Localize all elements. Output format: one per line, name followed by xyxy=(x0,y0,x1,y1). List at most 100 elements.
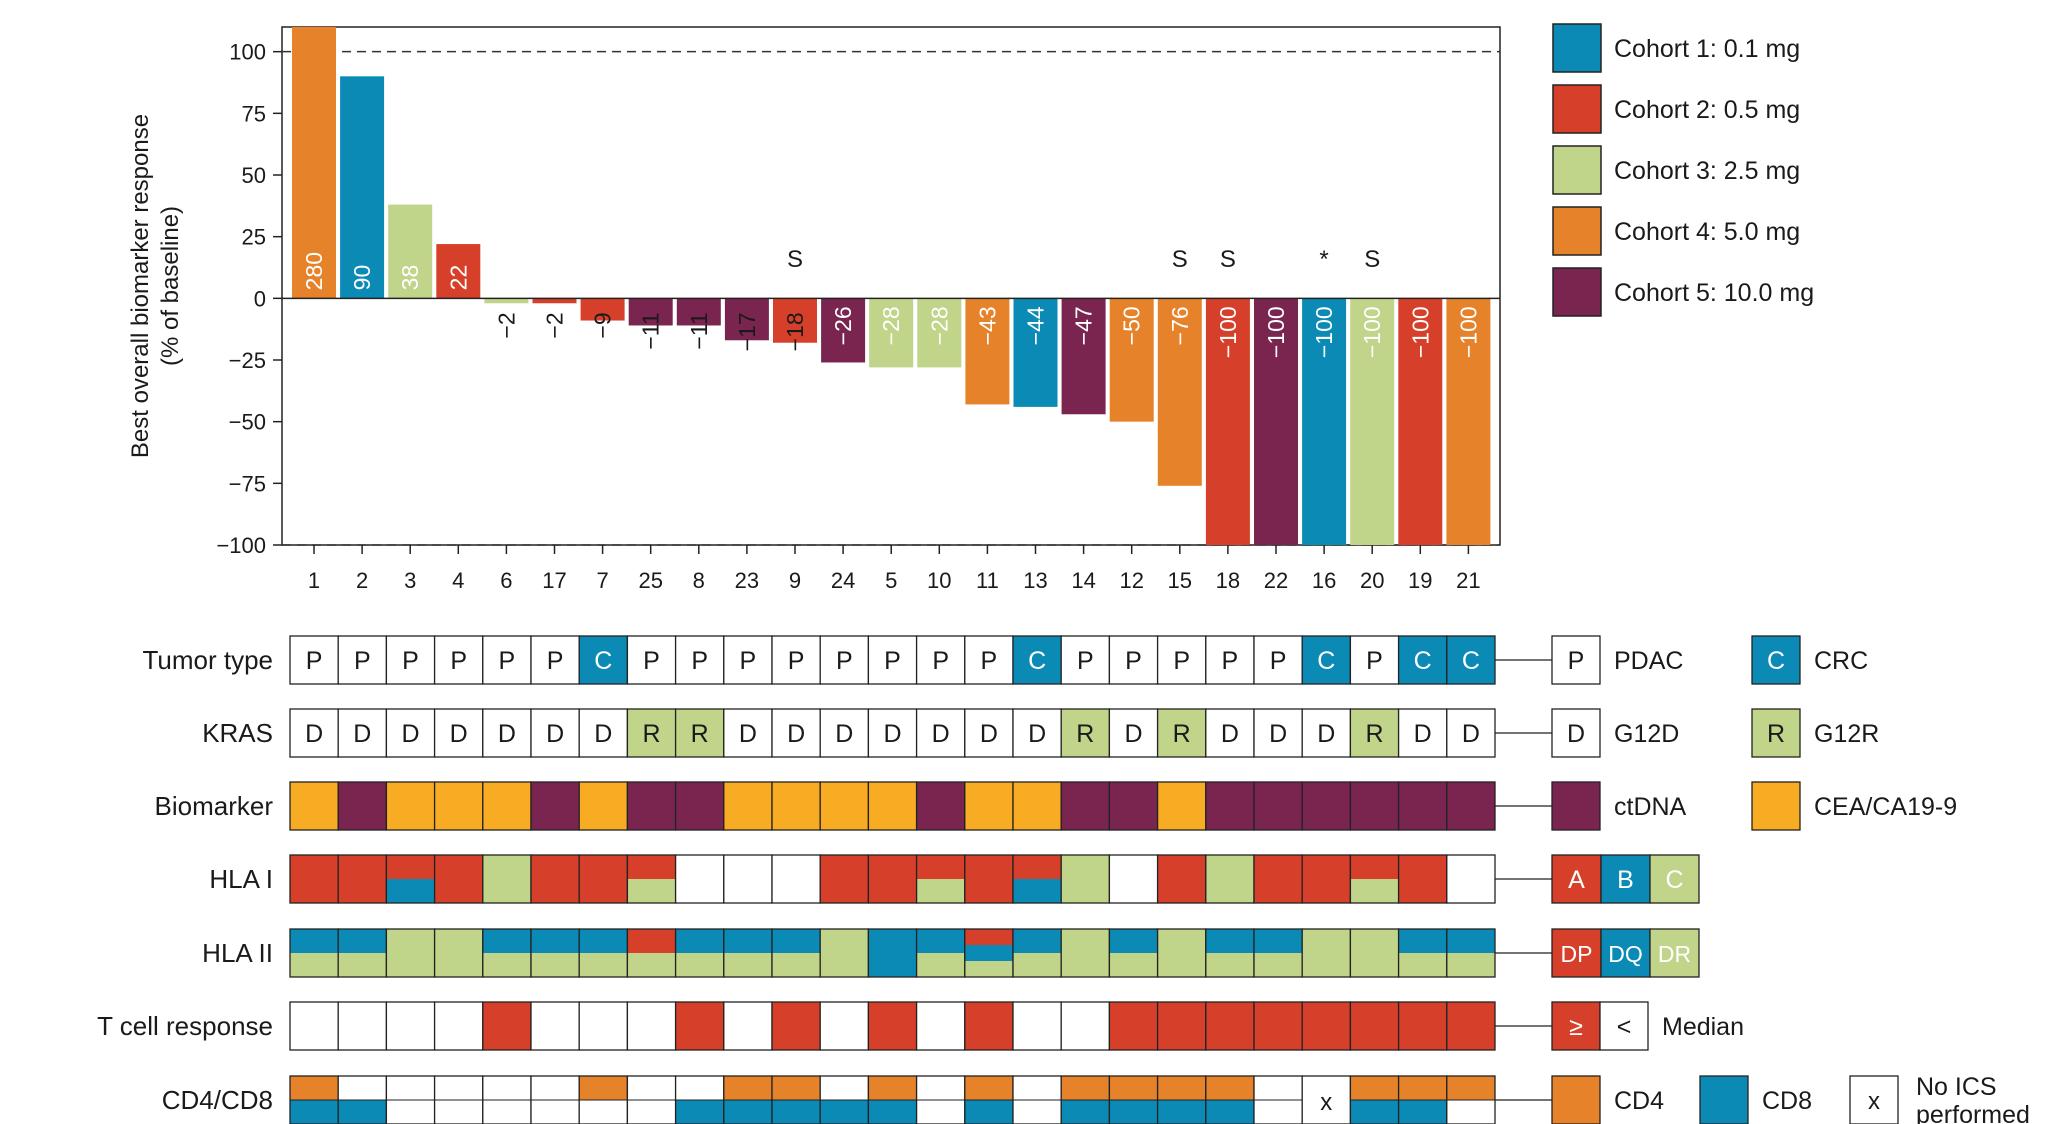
track-cell: P xyxy=(289,635,339,685)
track-cell: R xyxy=(1349,708,1400,758)
track-cell xyxy=(964,928,1014,978)
x-tick-label: 21 xyxy=(1456,568,1480,593)
track-cell xyxy=(964,781,1014,831)
cell-cd4 xyxy=(1109,1076,1158,1100)
legend-key: DP xyxy=(1561,941,1593,967)
cell-segment xyxy=(531,929,580,953)
x-tick-label: 12 xyxy=(1119,568,1143,593)
track-cell xyxy=(723,1075,773,1124)
cell-cd8 xyxy=(1398,1100,1447,1124)
cell-cd4 xyxy=(723,1076,772,1100)
track-label: T cell response xyxy=(97,1011,273,1041)
cell-fill xyxy=(1109,782,1158,830)
cell-fill xyxy=(1350,1002,1399,1050)
track-cell xyxy=(1446,928,1496,978)
bar xyxy=(436,244,481,299)
legend-box xyxy=(1649,854,1700,904)
data-label: 280 xyxy=(301,252,327,290)
legend-item: CEA/CA19-9 xyxy=(1751,781,1957,831)
cell-fill xyxy=(1398,636,1447,684)
x-tick-label: 22 xyxy=(1264,568,1288,593)
cell-cd8 xyxy=(1157,1100,1206,1124)
track-cell: D xyxy=(385,708,436,758)
cell-fill xyxy=(1446,782,1495,830)
response-marker: S xyxy=(1220,246,1236,273)
legend-swatch xyxy=(1552,145,1602,195)
track-cell: P xyxy=(1060,635,1111,685)
legend-box xyxy=(1751,781,1801,831)
track-cell: P xyxy=(626,635,677,685)
cell-fill xyxy=(1302,1002,1351,1050)
cell-segment xyxy=(1013,879,1062,903)
x-tick-label: 17 xyxy=(542,568,566,593)
legend-text: No ICS xyxy=(1916,1073,1997,1101)
cell-cd4 xyxy=(1350,1076,1399,1100)
cell-segment xyxy=(290,929,339,953)
track-cell xyxy=(1253,1075,1303,1124)
bar xyxy=(292,27,336,299)
cell-fill xyxy=(434,782,483,830)
cell-segment xyxy=(579,855,628,903)
cell-cd8 xyxy=(1446,1100,1495,1124)
y-axis-label: Best overall biomarker response (% of bas… xyxy=(127,114,184,458)
response-marker: S xyxy=(1364,246,1380,273)
cell-cd8 xyxy=(338,1100,387,1124)
track-cell xyxy=(1012,1075,1062,1124)
cell-fill xyxy=(1302,709,1351,757)
track-cell xyxy=(819,854,870,904)
cell-segment xyxy=(434,929,483,977)
legend-text: performed xyxy=(1916,1101,2030,1124)
cell-fill xyxy=(1157,636,1206,684)
legend-box xyxy=(1699,1075,1749,1124)
cell-fill xyxy=(1061,782,1110,830)
track-cell: C xyxy=(1012,635,1062,685)
cell-letter: C xyxy=(1317,647,1335,675)
cell-letter: D xyxy=(498,720,516,748)
cell-fill xyxy=(1350,709,1399,757)
track-cell xyxy=(1253,928,1303,978)
cell-fill xyxy=(1157,1002,1206,1050)
cell-segment xyxy=(1302,929,1351,977)
y-tick-label: −100 xyxy=(216,533,266,558)
cell-fill xyxy=(1205,636,1254,684)
track-cell xyxy=(819,1075,870,1124)
track-cell: D xyxy=(530,708,580,758)
track-cell: D xyxy=(1108,708,1159,758)
track-cell: D xyxy=(1301,708,1352,758)
cell-fill xyxy=(1109,1002,1158,1050)
data-label: −44 xyxy=(1023,306,1049,345)
track-cell xyxy=(1253,854,1303,904)
cell-fill xyxy=(290,709,339,757)
cell-cd8 xyxy=(1109,1100,1158,1124)
legend-box xyxy=(1551,928,1602,978)
cell-letter: D xyxy=(305,720,323,748)
cell-fill xyxy=(675,855,724,903)
cell-cd4 xyxy=(1254,1076,1303,1100)
cell-segment xyxy=(386,855,435,879)
cell-fill xyxy=(627,709,676,757)
cell-letter: R xyxy=(1173,720,1191,748)
cell-letter: P xyxy=(1222,647,1239,675)
track-cell: D xyxy=(1446,708,1496,758)
cell-segment xyxy=(434,855,483,903)
track-cell xyxy=(723,854,773,904)
track-cell xyxy=(1349,854,1400,904)
track-cell xyxy=(530,854,580,904)
cell-segment xyxy=(1254,929,1303,953)
cell-letter: P xyxy=(499,647,516,675)
legend-text: G12D xyxy=(1614,720,1679,748)
cell-segment xyxy=(1398,929,1447,953)
data-label: −43 xyxy=(974,306,1000,345)
track-cell: P xyxy=(723,635,773,685)
cell-letter: C xyxy=(594,647,612,675)
data-label: −17 xyxy=(734,312,760,351)
cell-cd4 xyxy=(531,1076,580,1100)
cell-border xyxy=(1446,1075,1496,1124)
track-cell xyxy=(1156,928,1207,978)
legend-key: x xyxy=(1868,1088,1880,1115)
legend-box xyxy=(1751,708,1801,758)
track-cell xyxy=(1349,1075,1400,1124)
cell-letter: D xyxy=(450,720,468,748)
cell-segment xyxy=(386,879,435,903)
